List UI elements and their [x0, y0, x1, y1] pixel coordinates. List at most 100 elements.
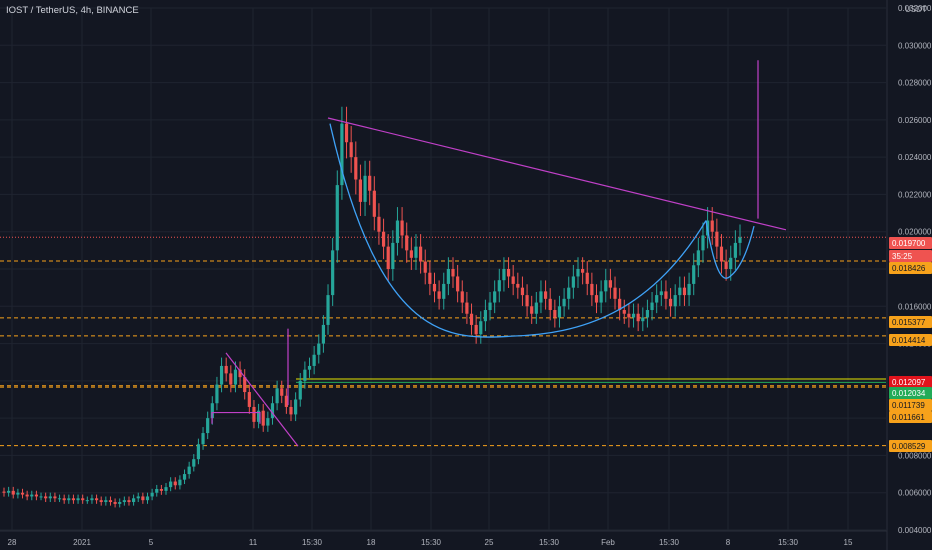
price-tag-box — [889, 262, 932, 274]
candle-body — [229, 373, 233, 385]
candle-body — [391, 242, 395, 269]
price-tag-label: 0.012034 — [892, 389, 926, 398]
candle-body — [192, 459, 196, 467]
y-tick-label: 0.006000 — [898, 489, 932, 498]
time-axis[interactable]: 28 2021 5 11 15:30 18 15:30 25 15:30 Feb 15:30 8 15:… — [8, 538, 853, 547]
candle-body — [655, 295, 659, 303]
candle-body — [358, 179, 363, 202]
candle-body — [122, 500, 126, 503]
candle-body — [233, 369, 238, 385]
candle-body — [659, 291, 663, 296]
candle-body — [67, 498, 71, 501]
candle-body — [599, 291, 603, 303]
candle-body — [354, 157, 358, 180]
candle-body — [256, 410, 261, 422]
symbol-title[interactable]: IOST / TetherUS, 4h, BINANCE — [6, 5, 139, 16]
price-tag-box — [889, 316, 932, 328]
candle-body — [372, 190, 376, 217]
price-tag-box — [889, 399, 932, 411]
candle-body — [710, 220, 714, 232]
candle-body — [141, 496, 145, 501]
candle-body — [118, 502, 122, 504]
candle-body — [289, 406, 293, 415]
candle-body — [553, 310, 557, 318]
candle-body — [20, 492, 25, 495]
candle-body — [696, 250, 700, 266]
candle-body — [414, 246, 418, 258]
candle-body — [85, 500, 89, 502]
candle-body — [645, 310, 650, 318]
candle-body — [368, 175, 372, 191]
candle-body — [678, 287, 682, 296]
x-tick-label: 25 — [485, 538, 494, 547]
candle-body — [738, 237, 742, 243]
candle-body — [386, 246, 390, 269]
axis-unit-label: USDT — [905, 5, 927, 14]
candle-body — [604, 280, 608, 292]
candle-body — [622, 310, 626, 314]
y-tick-label: 0.028000 — [898, 79, 932, 88]
candle-body — [53, 496, 57, 499]
price-tag-box — [889, 334, 932, 346]
candle-body — [71, 498, 76, 501]
candle-body — [94, 498, 99, 501]
x-tick-label: 15:30 — [302, 538, 323, 547]
candle-body — [377, 216, 381, 232]
candle-body — [145, 496, 150, 501]
candle-body — [516, 283, 520, 288]
candle-body — [173, 481, 177, 486]
candle-body — [571, 276, 575, 288]
y-tick-label: 0.022000 — [898, 190, 932, 199]
candle-body — [196, 444, 201, 460]
candle-body — [719, 246, 724, 262]
candle-body — [303, 369, 307, 381]
candle-body — [456, 276, 460, 292]
price-tag-label: 0.014414 — [892, 336, 926, 345]
candle-body — [294, 399, 298, 415]
price-tag-label: 0.011739 — [892, 401, 925, 410]
candle-body — [423, 261, 427, 273]
y-tick-label: 0.020000 — [898, 228, 932, 237]
horizontal-levels — [0, 236, 886, 447]
candle-body — [733, 242, 737, 258]
candle-body — [576, 269, 580, 277]
candle-body — [57, 498, 62, 500]
candle-body — [488, 302, 492, 311]
y-tick-label: 0.030000 — [898, 41, 932, 50]
candle-body — [567, 287, 571, 299]
candle-body — [44, 496, 48, 499]
x-tick-label: 15:30 — [421, 538, 442, 547]
price-tag-label: 0.015377 — [892, 318, 926, 327]
candle-body — [261, 410, 265, 426]
candle-body — [317, 343, 321, 355]
candle-body — [132, 498, 136, 503]
x-tick-label: 8 — [726, 538, 731, 547]
candle-body — [618, 298, 622, 311]
candle-body — [465, 302, 469, 314]
candle-body — [335, 185, 339, 251]
x-tick-label: 5 — [149, 538, 154, 547]
candle-body — [219, 365, 224, 385]
candle-body — [39, 496, 43, 498]
candle-body — [275, 388, 279, 404]
candle-body — [724, 261, 728, 269]
candle-body — [668, 298, 673, 307]
y-tick-label: 0.004000 — [898, 526, 932, 535]
candle-body — [363, 175, 367, 202]
candle-body — [2, 491, 6, 493]
candle-body — [164, 487, 168, 491]
candle-body — [715, 231, 719, 247]
candle-body — [104, 500, 108, 503]
candle-body — [344, 123, 349, 143]
candle-body — [252, 406, 256, 422]
candle-body — [30, 494, 34, 497]
y-tick-label: 0.026000 — [898, 116, 932, 125]
x-tick-label: 15:30 — [539, 538, 560, 547]
candle-body — [451, 269, 455, 277]
price-tag-label: 0.018426 — [892, 264, 926, 273]
candle-body — [613, 287, 617, 299]
candle-body — [530, 306, 534, 314]
candle-body — [590, 283, 594, 296]
